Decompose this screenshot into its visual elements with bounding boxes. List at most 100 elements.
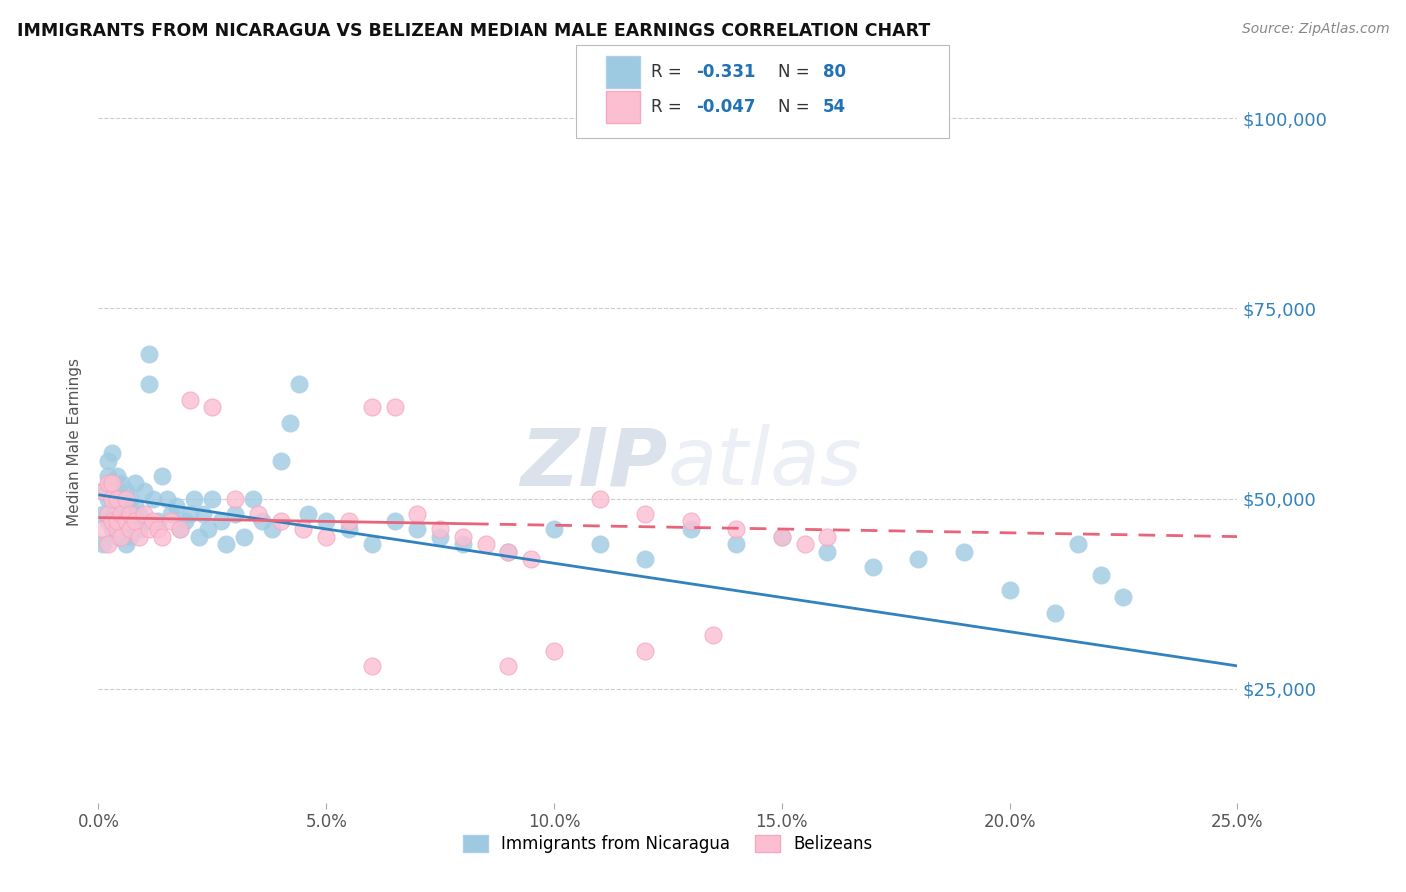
Point <box>187 530 209 544</box>
Point <box>101 522 124 536</box>
Point <box>907 552 929 566</box>
Point <box>179 392 201 407</box>
Point <box>114 515 136 529</box>
Text: N =: N = <box>778 63 814 81</box>
Point <box>105 515 128 529</box>
Point <box>634 643 657 657</box>
Y-axis label: Median Male Earnings: Median Male Earnings <box>67 358 83 525</box>
Point <box>120 530 142 544</box>
Point <box>793 537 815 551</box>
Point <box>337 515 360 529</box>
Point <box>679 515 702 529</box>
Text: IMMIGRANTS FROM NICARAGUA VS BELIZEAN MEDIAN MALE EARNINGS CORRELATION CHART: IMMIGRANTS FROM NICARAGUA VS BELIZEAN ME… <box>17 22 931 40</box>
Point <box>138 347 160 361</box>
Legend: Immigrants from Nicaragua, Belizeans: Immigrants from Nicaragua, Belizeans <box>456 828 880 860</box>
Point <box>1112 591 1135 605</box>
Point <box>384 515 406 529</box>
Point <box>150 530 173 544</box>
Point <box>815 530 838 544</box>
Point <box>91 537 114 551</box>
Point <box>337 522 360 536</box>
Text: 80: 80 <box>823 63 845 81</box>
Point <box>105 491 128 506</box>
Text: Source: ZipAtlas.com: Source: ZipAtlas.com <box>1241 22 1389 37</box>
Point <box>160 515 183 529</box>
Point <box>260 522 283 536</box>
Point <box>91 483 114 498</box>
Point <box>543 643 565 657</box>
Point <box>124 499 146 513</box>
Point <box>498 659 520 673</box>
Text: N =: N = <box>778 98 814 116</box>
Point <box>429 522 451 536</box>
Point <box>96 468 118 483</box>
Point <box>160 507 183 521</box>
Point <box>101 476 124 491</box>
Text: R =: R = <box>651 63 688 81</box>
Point <box>224 491 246 506</box>
Point <box>91 483 114 498</box>
Point <box>105 530 128 544</box>
Point <box>953 545 976 559</box>
Text: R =: R = <box>651 98 688 116</box>
Point <box>679 522 702 536</box>
Point <box>91 522 114 536</box>
Point <box>315 515 337 529</box>
Point <box>360 401 382 415</box>
Point <box>110 530 132 544</box>
Point <box>110 507 132 521</box>
Point <box>429 530 451 544</box>
Point <box>91 507 114 521</box>
Point <box>124 476 146 491</box>
Point <box>520 552 543 566</box>
Point <box>169 522 191 536</box>
Point <box>215 537 238 551</box>
Point <box>132 507 155 521</box>
Point <box>209 515 232 529</box>
Point <box>201 401 224 415</box>
Point <box>169 522 191 536</box>
Point <box>278 416 301 430</box>
Point <box>233 530 256 544</box>
Point <box>201 491 224 506</box>
Point <box>96 453 118 467</box>
Point <box>110 522 132 536</box>
Point <box>150 468 173 483</box>
Point <box>146 515 169 529</box>
Point <box>105 468 128 483</box>
Point <box>270 453 292 467</box>
Point <box>634 552 657 566</box>
Point <box>252 515 274 529</box>
Point <box>297 507 319 521</box>
Point <box>132 483 155 498</box>
Point <box>246 507 269 521</box>
Point <box>270 515 292 529</box>
Point <box>360 537 382 551</box>
Point <box>96 476 118 491</box>
Point <box>156 491 179 506</box>
Point <box>1090 567 1112 582</box>
Point <box>224 507 246 521</box>
Point <box>120 515 142 529</box>
Point <box>96 507 118 521</box>
Point <box>588 537 610 551</box>
Point <box>406 507 429 521</box>
Point <box>105 491 128 506</box>
Point <box>725 522 748 536</box>
Point <box>384 401 406 415</box>
Point <box>183 491 205 506</box>
Point <box>197 522 219 536</box>
Point <box>498 545 520 559</box>
Point <box>292 522 315 536</box>
Point <box>138 377 160 392</box>
Point <box>174 515 197 529</box>
Point <box>110 476 132 491</box>
Point <box>96 537 118 551</box>
Point <box>702 628 724 642</box>
Point <box>1043 606 1066 620</box>
Point <box>101 446 124 460</box>
Point <box>101 476 124 491</box>
Point <box>105 522 128 536</box>
Point <box>142 491 165 506</box>
Point <box>498 545 520 559</box>
